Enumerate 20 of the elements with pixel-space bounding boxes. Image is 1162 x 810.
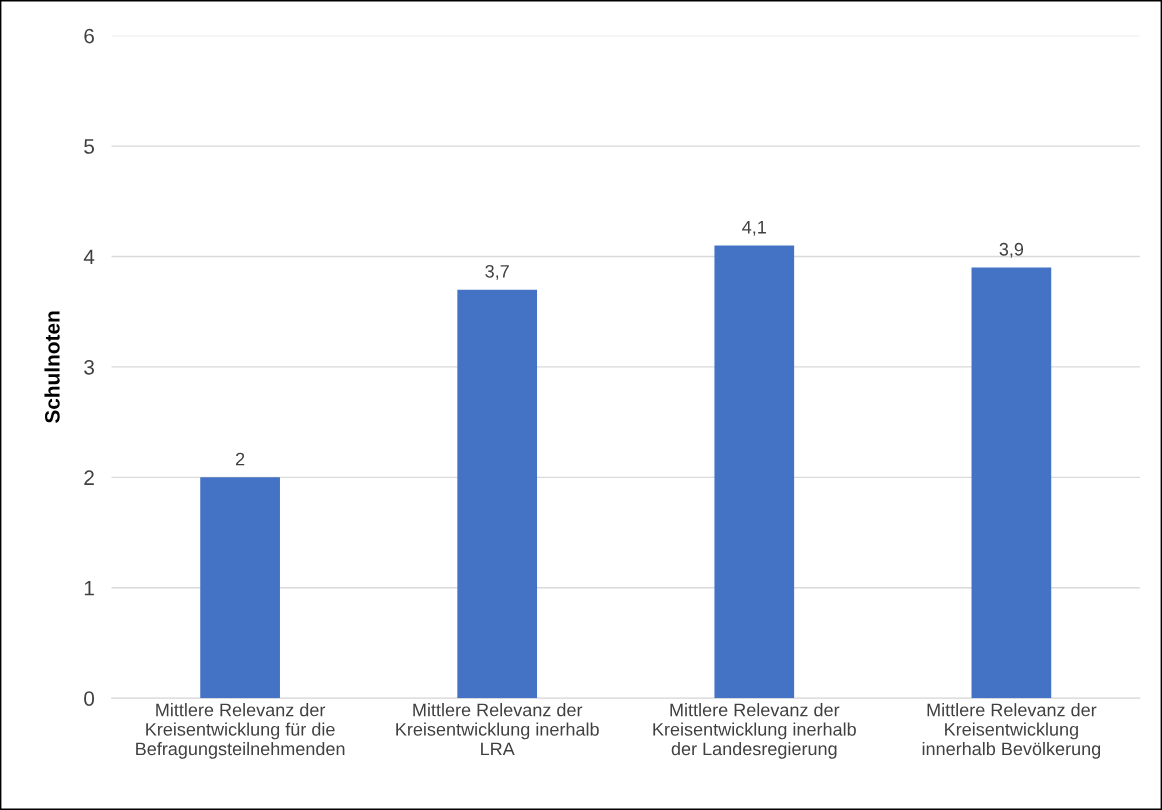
data-label: 4,1 bbox=[742, 220, 766, 236]
y-tick-label: 6 bbox=[84, 28, 94, 44]
y-tick-label: 4 bbox=[83, 249, 95, 265]
y-axis-title: Schulnoten bbox=[44, 311, 60, 424]
x-tick-label: Mittlere Relevanz der Kreisentwicklung innerhalb Bevölkerung bbox=[922, 703, 1101, 759]
data-label: 3,7 bbox=[485, 264, 509, 280]
x-tick-label: Mittlere Relevanz der Kreisentwicklung für die Befragungsteilnehmenden bbox=[136, 703, 345, 759]
data-label: 2 bbox=[235, 452, 245, 466]
bar bbox=[971, 267, 1052, 699]
bar bbox=[714, 245, 795, 699]
bar bbox=[457, 289, 538, 699]
y-tick-label: 2 bbox=[84, 470, 94, 485]
x-tick-label: Mittlere Relevanz der Kreisentwicklung inerhalb der Landesregierung bbox=[653, 703, 856, 759]
data-label: 3,9 bbox=[999, 242, 1024, 258]
y-tick-label: 1 bbox=[84, 581, 94, 596]
x-tick-label: Mittlere Relevanz der Kreisentwicklung inerhalb LRA bbox=[396, 703, 599, 756]
y-tick-label: 3 bbox=[84, 359, 94, 375]
y-tick-label: 5 bbox=[84, 139, 95, 154]
y-tick-label: 0 bbox=[84, 691, 95, 706]
bar bbox=[200, 477, 280, 699]
